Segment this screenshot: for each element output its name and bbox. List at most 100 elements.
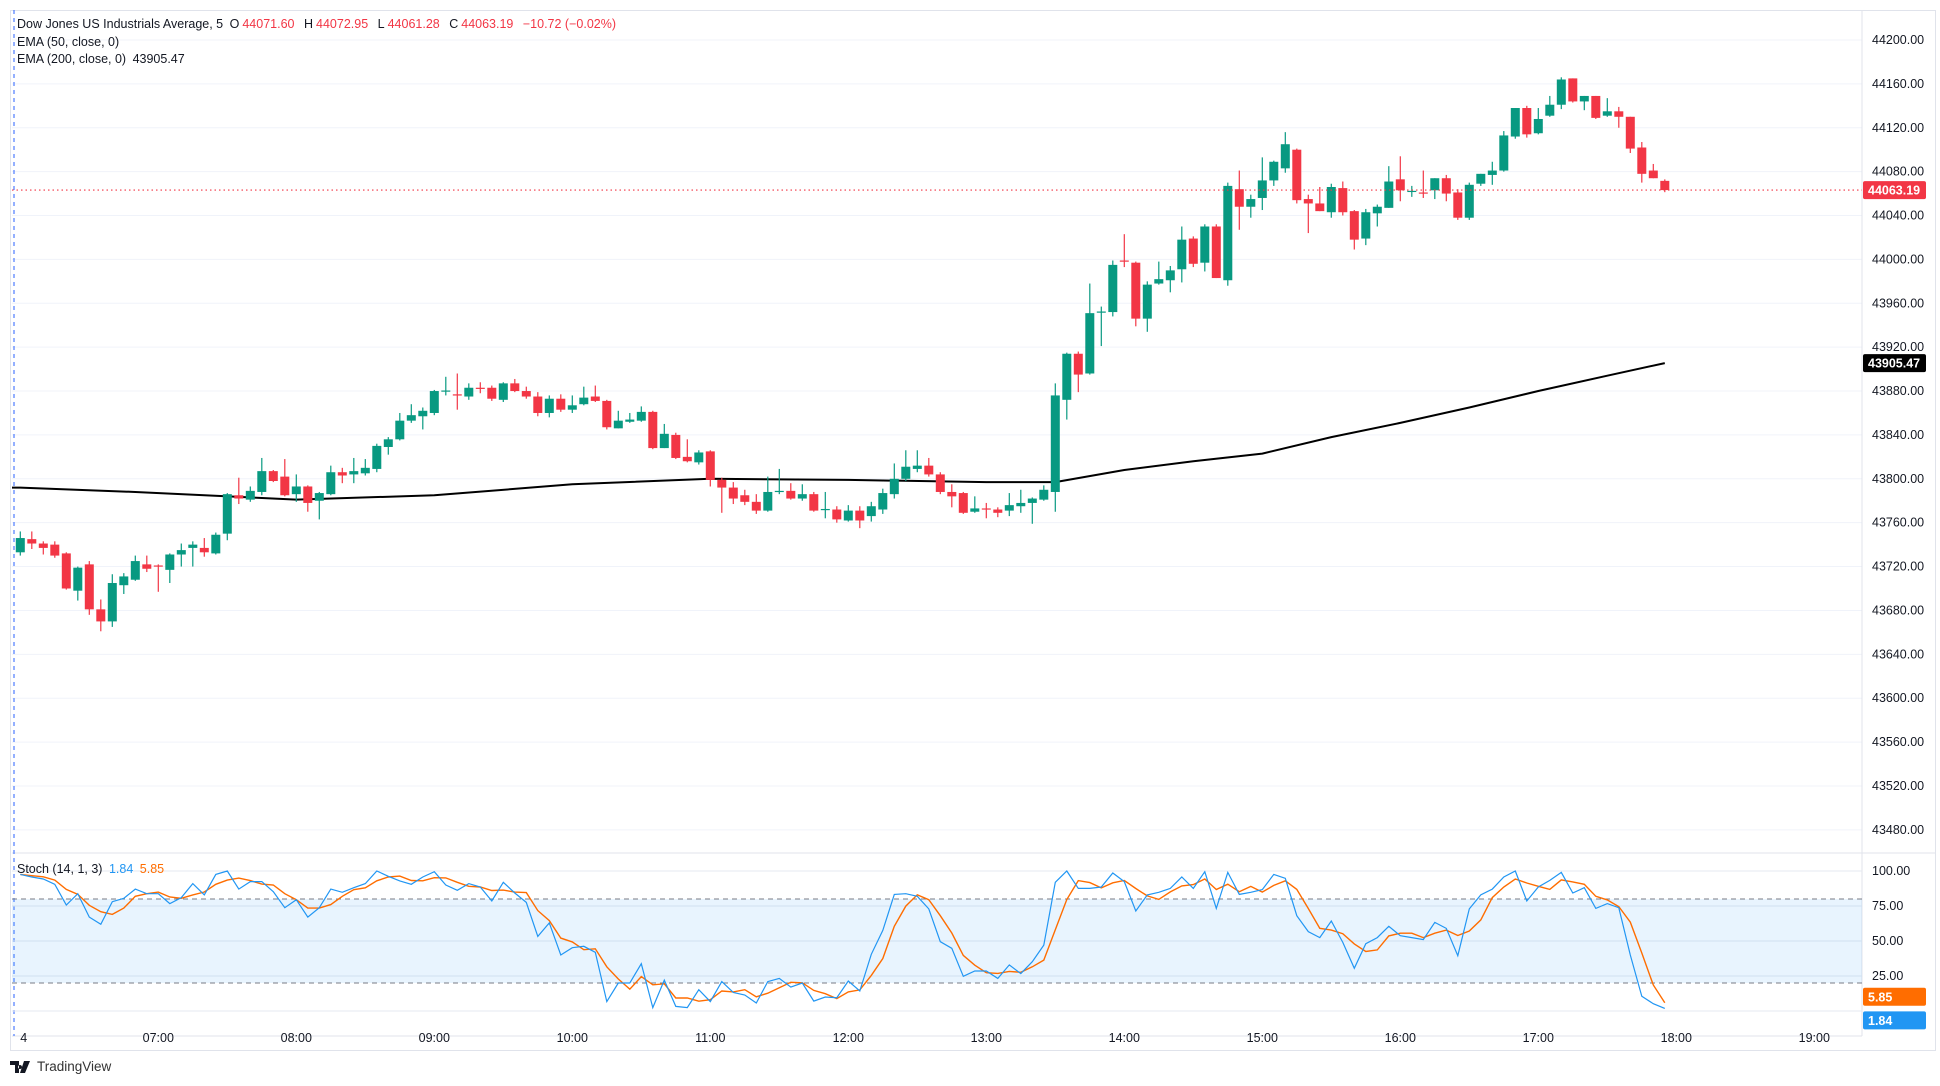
candle (1154, 261, 1164, 285)
candle (326, 465, 336, 496)
candle (1579, 95, 1589, 111)
candle-body (1142, 284, 1152, 319)
candle (1476, 173, 1486, 186)
candle-body (579, 397, 589, 405)
candle (751, 494, 761, 514)
candle-body (268, 471, 278, 481)
symbol-legend: Dow Jones US Industrials Average, 5 O 440… (17, 17, 619, 31)
candle (1108, 260, 1118, 317)
candle (648, 410, 658, 450)
candle (1430, 178, 1440, 200)
candle-body (602, 400, 612, 428)
candle (1349, 210, 1359, 250)
candle-body (1648, 170, 1658, 179)
candle-body (73, 567, 83, 591)
candle-body (935, 474, 945, 492)
time-tick-label: 19:00 (1799, 1031, 1830, 1045)
time-tick-label: 10:00 (557, 1031, 588, 1045)
candle (452, 373, 462, 410)
last-price-badge-text: 44063.19 (1868, 184, 1920, 198)
stoch-tick-label: 100.00 (1872, 864, 1910, 878)
candle (1464, 182, 1474, 220)
price-tick-label: 43600.00 (1872, 691, 1924, 705)
candle (487, 385, 497, 401)
stoch-legend[interactable]: Stoch (14, 1, 3) 1.84 5.85 (17, 862, 165, 876)
candle (878, 488, 888, 514)
candle-body (1545, 104, 1555, 116)
price-tick-label: 44200.00 (1872, 33, 1924, 47)
candle (107, 574, 117, 627)
candle (636, 406, 646, 422)
candle-body (1522, 108, 1532, 135)
tradingview-logo[interactable]: TradingView (10, 1059, 111, 1074)
candle (84, 561, 94, 615)
candle-body (1223, 185, 1233, 281)
ema50-legend[interactable]: EMA (50, close, 0) (17, 35, 120, 49)
candle-body (61, 553, 71, 589)
candle-body (763, 491, 773, 511)
candle-body (924, 465, 934, 475)
candle-body (1096, 311, 1106, 313)
candle (993, 507, 1003, 518)
candle-body (38, 543, 48, 548)
candle (602, 399, 612, 430)
candle-body (889, 478, 899, 495)
candle-body (820, 508, 830, 511)
candle-body (1602, 111, 1612, 116)
candle-body (774, 490, 784, 493)
candle-body (832, 509, 842, 520)
time-tick-label: 08:00 (281, 1031, 312, 1045)
candle (912, 450, 922, 473)
candle-body (981, 508, 991, 510)
chart-frame (10, 10, 1936, 1051)
candle-body (429, 391, 439, 413)
candle (349, 457, 359, 484)
price-tick-label: 43960.00 (1872, 296, 1924, 310)
candle (1418, 170, 1428, 198)
candle-body (1292, 149, 1302, 201)
stoch-k-badge-bg (1863, 1011, 1926, 1030)
candle-body (1039, 489, 1049, 500)
candle (970, 496, 980, 513)
candle-body (360, 467, 370, 474)
candle (1211, 224, 1221, 279)
stoch-d-badge-bg (1863, 987, 1926, 1006)
candle (291, 474, 301, 502)
candle (533, 392, 543, 417)
candle (1326, 183, 1336, 218)
candle-body (1395, 179, 1405, 191)
candle-body (1625, 116, 1635, 149)
candle-body (1453, 192, 1463, 218)
candle (61, 552, 71, 590)
ema200-legend[interactable]: EMA (200, close, 0) 43905.47 (17, 52, 185, 66)
candle (245, 486, 255, 502)
candle (73, 566, 83, 601)
ema200-badge: 43905.47 (1863, 354, 1926, 373)
candle (1487, 161, 1497, 185)
candle-body (245, 490, 255, 500)
candle-body (1177, 239, 1187, 270)
candle-body (1476, 173, 1486, 184)
candle (153, 564, 163, 592)
candle-body (1269, 161, 1279, 181)
price-tick-label: 44000.00 (1872, 252, 1924, 266)
candle-body (728, 487, 738, 499)
ema200-legend-value: 43905.47 (132, 52, 185, 66)
candle (475, 382, 485, 394)
candle-body (1579, 95, 1589, 102)
candle (337, 467, 347, 484)
time-tick-label: 12:00 (833, 1031, 864, 1045)
stoch-k-line (20, 870, 1666, 1010)
candle (1303, 194, 1313, 234)
candle (1292, 148, 1302, 204)
candle (372, 443, 382, 473)
candle (510, 378, 520, 393)
time-tick-label: 18:00 (1661, 1031, 1692, 1045)
candle-body (567, 405, 577, 410)
price-tick-label: 44120.00 (1872, 121, 1924, 135)
candle (1085, 283, 1095, 375)
high-value: H 44072.95 (303, 17, 369, 31)
last-price-badge-bg (1863, 181, 1926, 200)
candle (383, 437, 393, 455)
